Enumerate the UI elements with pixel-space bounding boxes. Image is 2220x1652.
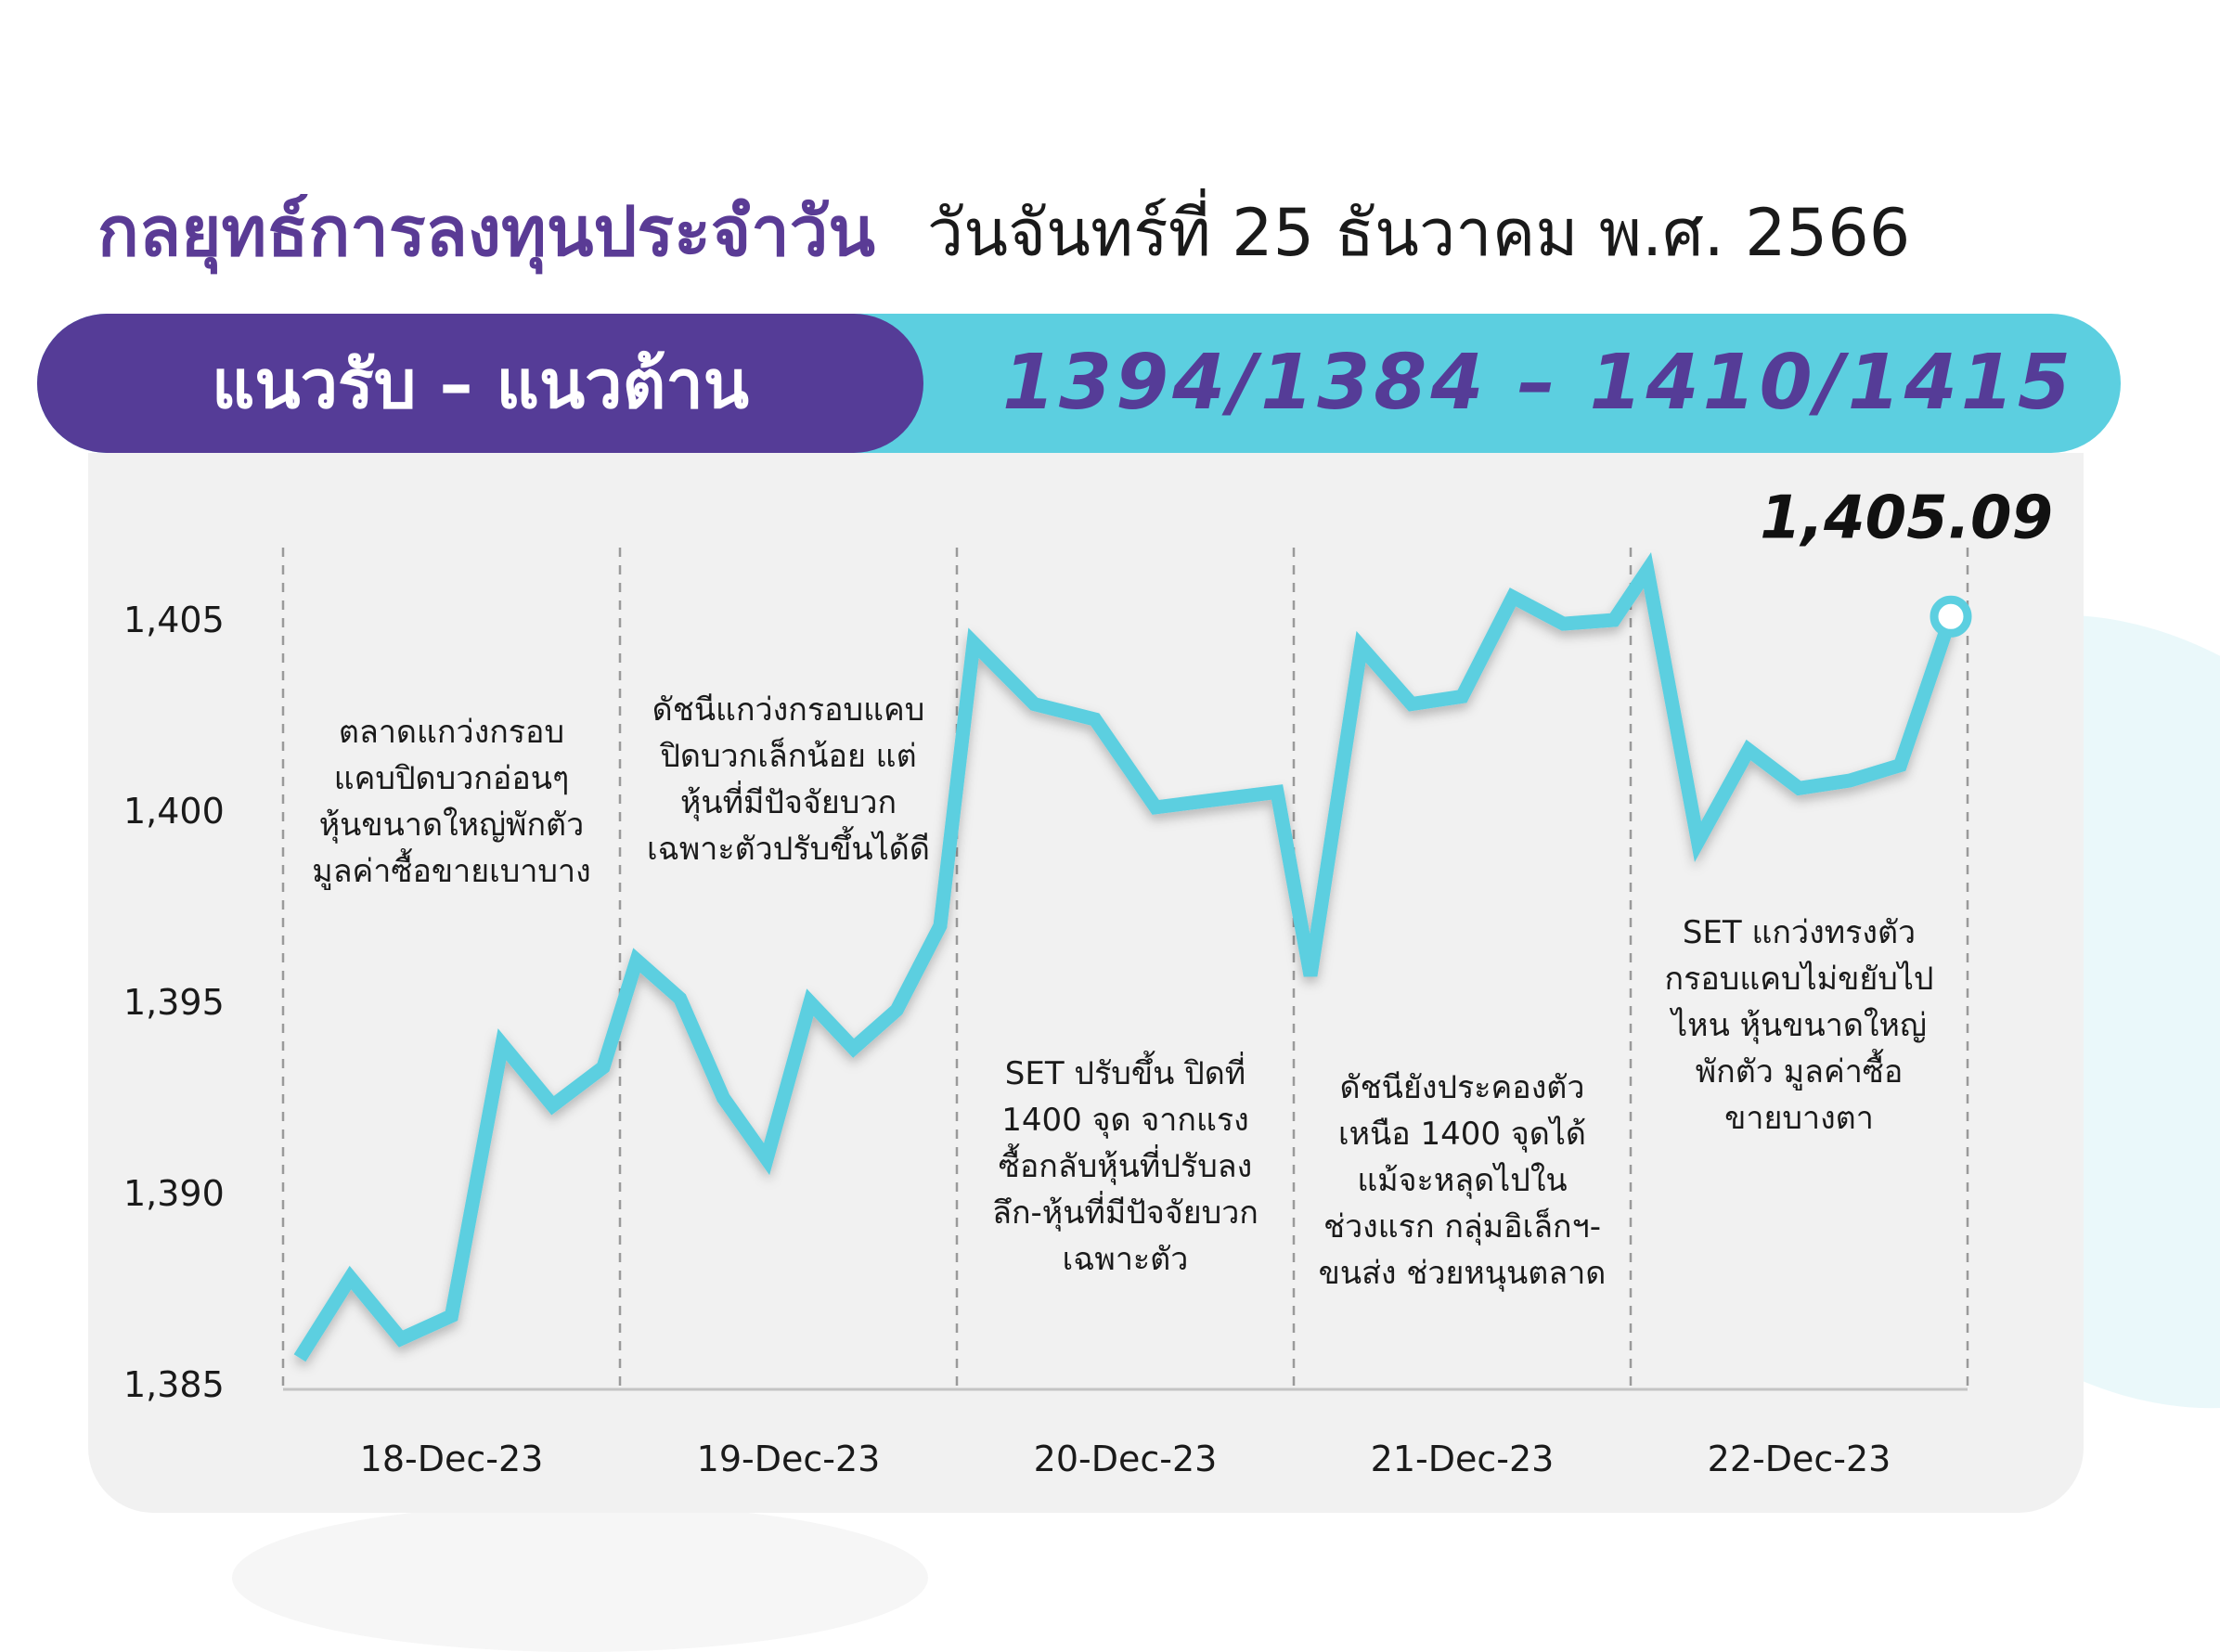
set-index-line — [293, 551, 1958, 1362]
annotation-day-3: SET ปรับขึ้น ปิดที่ 1400 จุด จากแรงซื้อกล… — [992, 1051, 1258, 1278]
annotation-line: ดัชนียังประคองตัว — [1340, 1069, 1585, 1106]
annotation-line: เฉพาะตัว — [1063, 1241, 1189, 1278]
y-tick-label: 1,395 — [123, 982, 225, 1023]
annotation-line: ซื้อกลับหุ้นที่ปรับลง — [999, 1143, 1252, 1185]
y-tick-label: 1,390 — [123, 1173, 225, 1214]
annotation-line: เฉพาะตัวปรับขึ้นได้ดี — [647, 826, 930, 868]
annotation-line: หุ้นที่มีปัจจัยบวก — [680, 781, 897, 821]
annotation-line: ปิดบวกเล็กน้อย แต่ — [660, 737, 917, 775]
page-date: วันจันทร์ที่ 25 ธันวาคม พ.ศ. 2566 — [926, 195, 1911, 271]
last-value-label: 1,405.09 — [1760, 484, 2053, 552]
header: กลยุทธ์การลงทุนประจำวัน วันจันทร์ที่ 25 … — [97, 176, 1910, 272]
annotation-line: ช่วงแรก กลุ่มอิเล็กฯ- — [1323, 1207, 1601, 1245]
annotation-line: SET แกว่งทรงตัว — [1683, 914, 1916, 951]
support-resistance-banner: แนวรับ – แนวต้าน 1394/1384 – 1410/1415 — [37, 314, 2121, 453]
annotation-line: 1400 จุด จากแรง — [1001, 1102, 1249, 1139]
banner-label: แนวรับ – แนวต้าน — [211, 344, 750, 423]
annotation-line: ลึก-หุ้นที่มีปัจจัยบวก — [992, 1191, 1258, 1232]
annotation-line: พักตัว มูลค่าซื้อ — [1696, 1049, 1904, 1091]
y-tick-label: 1,385 — [123, 1364, 225, 1405]
annotation-line: ไหน หุ้นขนาดใหญ่ — [1669, 1007, 1927, 1044]
annotation-line: เหนือ 1400 จุดได้ — [1338, 1116, 1586, 1153]
annotation-line: กรอบแคบไม่ขยับไป — [1664, 961, 1933, 998]
y-tick-label: 1,400 — [123, 791, 225, 832]
banner-levels: 1394/1384 – 1410/1415 — [1002, 339, 2074, 427]
x-tick-label: 21-Dec-23 — [1371, 1439, 1555, 1479]
banner-label-pill: แนวรับ – แนวต้าน — [37, 314, 923, 453]
annotation-line: ขนส่ง ช่วยหนุนตลาด — [1319, 1255, 1607, 1292]
annotation-line: แม้จะหลุดไปใน — [1357, 1162, 1567, 1199]
annotation-day-2: ดัชนีแกว่งกรอบแคบปิดบวกเล็กน้อย แต่หุ้นท… — [647, 691, 930, 868]
annotation-day-5: SET แกว่งทรงตัวกรอบแคบไม่ขยับไปไหน หุ้นข… — [1664, 914, 1933, 1137]
annotation-line: มูลค่าซื้อขายเบาบาง — [312, 848, 590, 890]
line-chart: ตลาดแกว่งกรอบแคบปิดบวกอ่อนๆหุ้นขนาดใหญ่พ… — [123, 484, 2053, 1479]
x-tick-label: 18-Dec-23 — [360, 1439, 544, 1479]
annotation-line: ขายบางตา — [1724, 1100, 1874, 1137]
annotation-line: ดัชนีแกว่งกรอบแคบ — [652, 691, 925, 729]
page-title: กลยุทธ์การลงทุนประจำวัน — [97, 192, 875, 272]
annotation-line: แคบปิดบวกอ่อนๆ — [334, 760, 570, 797]
annotation-line: SET ปรับขึ้น ปิดที่ — [1005, 1051, 1246, 1092]
annotation-line: ตลาดแกว่งกรอบ — [339, 714, 564, 751]
annotation-line: หุ้นขนาดใหญ่พักตัว — [319, 807, 584, 844]
annotation-day-4: ดัชนียังประคองตัวเหนือ 1400 จุดได้แม้จะห… — [1319, 1069, 1607, 1292]
x-tick-label: 20-Dec-23 — [1034, 1439, 1218, 1479]
last-value-marker — [1930, 595, 1972, 638]
x-tick-label: 22-Dec-23 — [1708, 1439, 1891, 1479]
annotation-day-1: ตลาดแกว่งกรอบแคบปิดบวกอ่อนๆหุ้นขนาดใหญ่พ… — [312, 714, 590, 890]
x-tick-label: 19-Dec-23 — [697, 1439, 881, 1479]
y-tick-label: 1,405 — [123, 600, 225, 640]
